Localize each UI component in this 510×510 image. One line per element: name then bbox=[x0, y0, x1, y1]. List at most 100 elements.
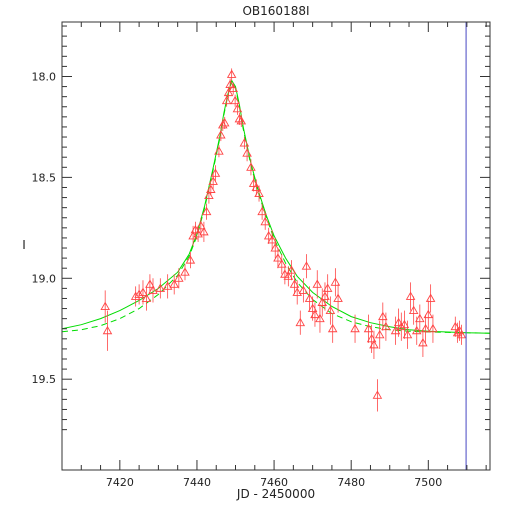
data-point bbox=[292, 287, 302, 296]
data-point bbox=[230, 95, 240, 105]
data-point bbox=[254, 188, 264, 197]
plot-frame bbox=[61, 21, 491, 471]
data-point bbox=[363, 323, 374, 333]
x-tick-label: 7440 bbox=[183, 476, 211, 489]
data-point bbox=[223, 87, 234, 97]
data-point bbox=[263, 231, 274, 240]
data-point bbox=[295, 317, 306, 327]
data-point bbox=[301, 261, 312, 270]
data-point bbox=[193, 228, 203, 238]
data-point bbox=[221, 95, 232, 105]
data-point bbox=[420, 323, 431, 333]
data-point bbox=[148, 285, 158, 294]
data-point bbox=[312, 279, 323, 288]
data-point bbox=[141, 293, 152, 302]
data-point bbox=[228, 83, 238, 93]
x-tick-label: 7460 bbox=[260, 476, 288, 489]
model-curve-dashed bbox=[62, 80, 490, 334]
data-point bbox=[350, 323, 360, 333]
data-point bbox=[248, 178, 259, 187]
x-tick-label: 7500 bbox=[414, 476, 442, 489]
data-point bbox=[415, 313, 425, 323]
data-point bbox=[280, 269, 290, 278]
data-point bbox=[196, 220, 206, 230]
data-point bbox=[333, 293, 343, 302]
data-point bbox=[298, 285, 309, 294]
data-point bbox=[251, 182, 262, 191]
data-point bbox=[219, 117, 230, 127]
data-point bbox=[372, 390, 383, 399]
data-point bbox=[322, 283, 333, 292]
data-point bbox=[310, 309, 320, 319]
data-point bbox=[162, 281, 173, 290]
data-point bbox=[325, 305, 336, 315]
data-point bbox=[390, 325, 401, 335]
y-axis-label: I bbox=[22, 238, 26, 252]
data-point bbox=[286, 265, 297, 274]
data-point bbox=[232, 103, 243, 113]
data-point bbox=[155, 283, 166, 292]
data-point bbox=[102, 325, 113, 335]
data-point bbox=[396, 321, 407, 331]
y-tick-label: 19.5 bbox=[32, 373, 57, 386]
data-point bbox=[277, 259, 287, 268]
y-tick-label: 19.0 bbox=[32, 272, 57, 285]
data-point bbox=[374, 329, 385, 339]
chart-title: OB160188I bbox=[242, 4, 309, 18]
data-point bbox=[199, 226, 209, 236]
data-point bbox=[180, 267, 190, 276]
data-point bbox=[283, 271, 294, 280]
data-point bbox=[201, 206, 212, 216]
data-point bbox=[408, 305, 419, 315]
data-point bbox=[260, 216, 270, 226]
data-point bbox=[402, 329, 413, 339]
data-point bbox=[134, 289, 144, 298]
data-point bbox=[330, 277, 341, 286]
data-point bbox=[242, 148, 252, 157]
x-axis-label: JD - 2450000 bbox=[236, 487, 315, 501]
data-point bbox=[226, 69, 237, 78]
data-point bbox=[315, 313, 325, 323]
data-point bbox=[393, 317, 404, 327]
data-point bbox=[214, 146, 224, 155]
data-point bbox=[169, 279, 179, 288]
data-point bbox=[185, 255, 196, 264]
data-point bbox=[399, 319, 410, 329]
plot-area bbox=[62, 22, 490, 470]
data-point bbox=[381, 321, 391, 331]
data-point bbox=[210, 168, 221, 177]
data-point bbox=[145, 279, 155, 288]
y-tick-label: 18.5 bbox=[32, 171, 57, 184]
data-point bbox=[236, 115, 247, 125]
data-point bbox=[239, 138, 250, 147]
data-point bbox=[423, 309, 434, 319]
data-point bbox=[418, 337, 428, 347]
x-tick-label: 7480 bbox=[337, 476, 365, 489]
data-point bbox=[130, 291, 141, 300]
data-point bbox=[425, 293, 436, 302]
data-point bbox=[216, 130, 226, 139]
data-point bbox=[428, 323, 438, 333]
data-point bbox=[411, 325, 422, 335]
data-point bbox=[289, 279, 300, 288]
data-point bbox=[138, 287, 148, 296]
data-point bbox=[304, 293, 315, 302]
data-point bbox=[174, 273, 184, 282]
y-tick-label: 18.0 bbox=[32, 70, 57, 83]
model-curve-solid bbox=[62, 79, 490, 334]
data-point bbox=[405, 291, 416, 300]
data-point bbox=[317, 297, 328, 306]
data-point bbox=[378, 311, 388, 321]
data-point bbox=[320, 291, 330, 300]
data-point bbox=[246, 162, 256, 171]
data-point bbox=[456, 329, 467, 339]
data-point bbox=[270, 243, 281, 252]
data-point bbox=[369, 339, 379, 349]
data-point bbox=[225, 79, 235, 89]
data-point bbox=[190, 224, 201, 234]
data-point bbox=[100, 301, 110, 310]
data-point bbox=[257, 206, 267, 216]
data-point bbox=[327, 323, 338, 333]
data-point bbox=[267, 235, 277, 244]
